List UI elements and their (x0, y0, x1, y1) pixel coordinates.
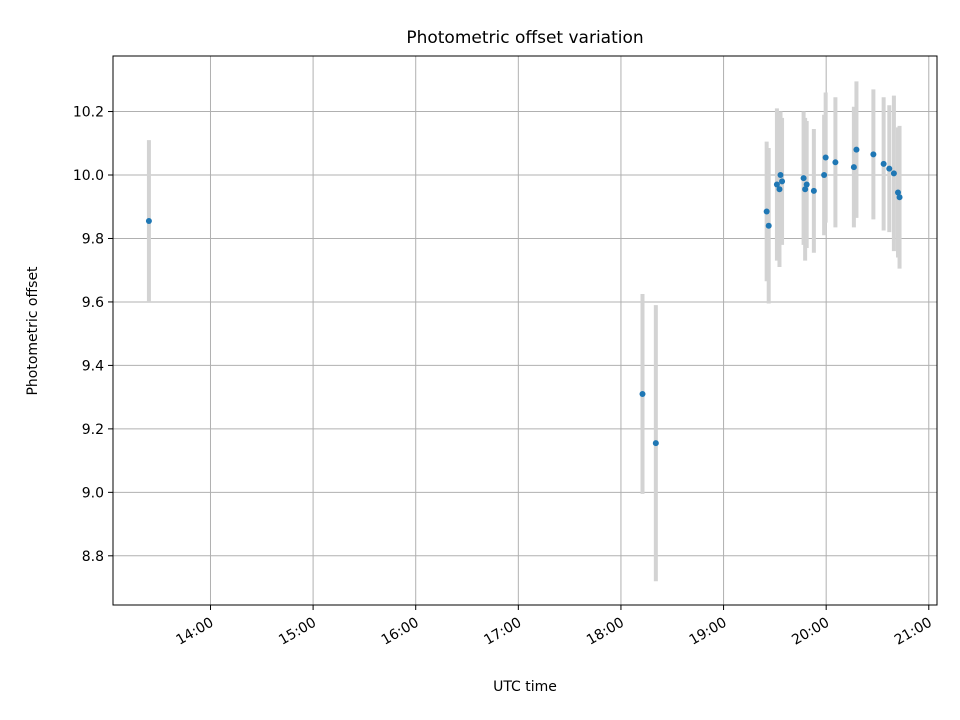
data-point (895, 189, 902, 196)
y-tick-label: 9.0 (82, 485, 104, 501)
x-axis: 14:00 15:00 16:00 17:00 18:00 19:00 20:00 21:00 (174, 605, 935, 649)
x-tick-label: 20:00 (789, 615, 832, 649)
data-point (832, 159, 839, 166)
data-point (803, 181, 810, 188)
y-tick-label: 9.2 (82, 422, 104, 438)
chart-title: Photometric offset variation (406, 28, 643, 48)
data-point (850, 164, 857, 171)
error-bars (146, 81, 902, 582)
data-point (890, 170, 897, 177)
data-point (765, 222, 772, 229)
data-point (821, 172, 828, 179)
data-point (800, 175, 807, 182)
x-tick-label: 15:00 (276, 615, 319, 649)
y-tick-label: 8.8 (82, 549, 104, 565)
y-tick-label: 10.2 (73, 105, 104, 121)
data-point (853, 146, 860, 153)
data-point (880, 160, 887, 167)
data-point (896, 194, 903, 201)
y-tick-label: 9.8 (82, 231, 104, 247)
y-tick-label: 9.4 (82, 358, 104, 374)
x-tick-label: 17:00 (481, 615, 524, 649)
x-axis-label: UTC time (493, 679, 557, 695)
grid (113, 56, 937, 605)
data-point (802, 186, 809, 193)
data-point (652, 440, 659, 447)
x-tick-label: 21:00 (892, 615, 935, 649)
data-point (776, 186, 783, 193)
data-point (145, 218, 152, 225)
y-axis-label: Photometric offset (25, 266, 41, 396)
x-tick-label: 18:00 (584, 615, 627, 649)
data-point (763, 208, 770, 215)
data-point (870, 151, 877, 158)
data-point (777, 172, 784, 179)
plot-frame (112, 55, 938, 606)
x-tick-label: 19:00 (687, 615, 730, 649)
data-points (145, 146, 903, 447)
x-tick-label: 14:00 (174, 615, 217, 649)
data-point (886, 165, 893, 172)
y-tick-label: 9.6 (82, 295, 104, 311)
y-tick-label: 10.0 (73, 168, 104, 184)
y-axis: 8.8 9.0 9.2 9.4 9.6 9.8 10.0 10.2 (73, 105, 113, 565)
data-point (779, 178, 786, 185)
data-point (822, 154, 829, 161)
x-tick-label: 16:00 (379, 615, 422, 649)
data-point (810, 187, 817, 194)
data-point (639, 390, 646, 397)
data-point (773, 181, 780, 188)
